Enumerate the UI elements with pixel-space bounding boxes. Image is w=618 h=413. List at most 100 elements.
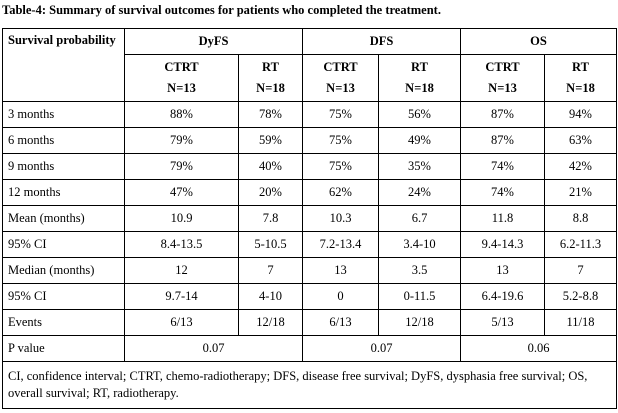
table-cell: 0 — [302, 283, 379, 310]
table-cell: 75% — [302, 127, 379, 154]
table-cell: 6.7 — [378, 205, 461, 232]
table-caption: Table-4: Summary of survival outcomes fo… — [2, 3, 441, 17]
pvalue-dyfs: 0.07 — [124, 335, 303, 362]
table-cell: 10.3 — [302, 205, 379, 232]
arm-header: CTRT N=13 — [460, 54, 545, 102]
table-cell: 75% — [302, 153, 379, 180]
table-row: Events 6/13 12/18 6/13 12/18 5/13 11/18 — [2, 309, 617, 336]
table-row: 9 months 79% 40% 75% 35% 74% 42% — [2, 153, 617, 180]
arm-name: RT — [262, 60, 279, 74]
table-cell: 94% — [544, 101, 617, 128]
table-cell: 78% — [238, 101, 303, 128]
table-cell: 74% — [460, 179, 545, 206]
table-cell: 12/18 — [238, 309, 303, 336]
table-cell: 47% — [124, 179, 239, 206]
table-cell: 5-10.5 — [238, 231, 303, 258]
footnote-row: CI, confidence interval; CTRT, chemo-rad… — [2, 361, 617, 409]
table-cell: 74% — [460, 153, 545, 180]
table-cell: 7 — [238, 257, 303, 284]
table-cell: 9.4-14.3 — [460, 231, 545, 258]
arm-name: CTRT — [485, 60, 520, 74]
row-label: 95% CI — [2, 283, 125, 310]
table-cell: 0-11.5 — [378, 283, 461, 310]
table-cell: 11.8 — [460, 205, 545, 232]
survival-table: Survival probability DyFS DFS OS CTRT N=1… — [2, 28, 617, 409]
table-cell: 59% — [238, 127, 303, 154]
table-row: 6 months 79% 59% 75% 49% 87% 63% — [2, 127, 617, 154]
table-cell: 79% — [124, 127, 239, 154]
table-cell: 6.4-19.6 — [460, 283, 545, 310]
row-label: Median (months) — [2, 257, 125, 284]
row-label: 6 months — [2, 127, 125, 154]
table-cell: 13 — [302, 257, 379, 284]
header-row-arms: CTRT N=13 RT N=18 CTRT N=13 RT N=18 CTRT N=13… — [3, 54, 617, 102]
table-footnote: CI, confidence interval; CTRT, chemo-rad… — [2, 361, 617, 409]
arm-header: RT N=18 — [378, 54, 461, 102]
row-label: 3 months — [2, 101, 125, 128]
table-cell: 79% — [124, 153, 239, 180]
pvalue-os: 0.06 — [460, 335, 617, 362]
row-label: 9 months — [2, 153, 125, 180]
arm-n: N=18 — [566, 81, 595, 95]
pvalue-row: P value 0.07 0.07 0.06 — [2, 335, 617, 362]
table-cell: 7.8 — [238, 205, 303, 232]
arm-n: N=13 — [488, 81, 517, 95]
table-cell: 75% — [302, 101, 379, 128]
table-cell: 6/13 — [302, 309, 379, 336]
table-cell: 3.5 — [378, 257, 461, 284]
arm-header: RT N=18 — [544, 54, 617, 102]
table-cell: 56% — [378, 101, 461, 128]
arm-header: RT N=18 — [238, 54, 303, 102]
table-row: 12 months 47% 20% 62% 24% 74% 21% — [2, 179, 617, 206]
arm-n: N=13 — [167, 81, 196, 95]
table-cell: 7 — [544, 257, 617, 284]
table-cell: 5.2-8.8 — [544, 283, 617, 310]
table-cell: 5/13 — [460, 309, 545, 336]
row-label: 95% CI — [2, 231, 125, 258]
table-cell: 11/18 — [544, 309, 617, 336]
arm-name: RT — [572, 60, 589, 74]
table-cell: 12 — [124, 257, 239, 284]
table-cell: 6/13 — [124, 309, 239, 336]
arm-name: CTRT — [323, 60, 358, 74]
table-cell: 40% — [238, 153, 303, 180]
table-cell: 20% — [238, 179, 303, 206]
table-row: 3 months 88% 78% 75% 56% 87% 94% — [2, 101, 617, 128]
header-corner: Survival probability — [2, 28, 125, 102]
table-cell: 49% — [378, 127, 461, 154]
table-cell: 9.7-14 — [124, 283, 239, 310]
row-label: Events — [2, 309, 125, 336]
table-body: 3 months 88% 78% 75% 56% 87% 94% 6 months 79% 59%… — [2, 101, 617, 336]
table-cell: 21% — [544, 179, 617, 206]
table-cell: 6.2-11.3 — [544, 231, 617, 258]
arm-n: N=18 — [405, 81, 434, 95]
table-row: 95% CI 9.7-14 4-10 0 0-11.5 6.4-19.6 5.2-8.8 — [2, 283, 617, 310]
row-label: Mean (months) — [2, 205, 125, 232]
arm-n: N=13 — [326, 81, 355, 95]
table-row: 95% CI 8.4-13.5 5-10.5 7.2-13.4 3.4-10 9.4-14… — [2, 231, 617, 258]
pvalue-label: P value — [2, 335, 125, 362]
table-cell: 87% — [460, 101, 545, 128]
pvalue-dfs: 0.07 — [302, 335, 461, 362]
table-cell: 42% — [544, 153, 617, 180]
table-cell: 63% — [544, 127, 617, 154]
group-header-dyfs: DyFS — [124, 28, 303, 55]
table-cell: 88% — [124, 101, 239, 128]
table-row: Median (months) 12 7 13 3.5 13 7 — [2, 257, 617, 284]
table-cell: 35% — [378, 153, 461, 180]
table-cell: 12/18 — [378, 309, 461, 336]
table-cell: 13 — [460, 257, 545, 284]
header-row-groups: Survival probability DyFS DFS OS — [2, 28, 617, 102]
arm-n: N=18 — [256, 81, 285, 95]
table-cell: 24% — [378, 179, 461, 206]
arm-name: RT — [411, 60, 428, 74]
table-cell: 10.9 — [124, 205, 239, 232]
arm-header: CTRT N=13 — [302, 54, 379, 102]
table-row: Mean (months) 10.9 7.8 10.3 6.7 11.8 8.8 — [2, 205, 617, 232]
group-header-os: OS — [460, 28, 617, 55]
table-cell: 8.4-13.5 — [124, 231, 239, 258]
table-cell: 87% — [460, 127, 545, 154]
row-label: 12 months — [2, 179, 125, 206]
arm-name: CTRT — [164, 60, 199, 74]
